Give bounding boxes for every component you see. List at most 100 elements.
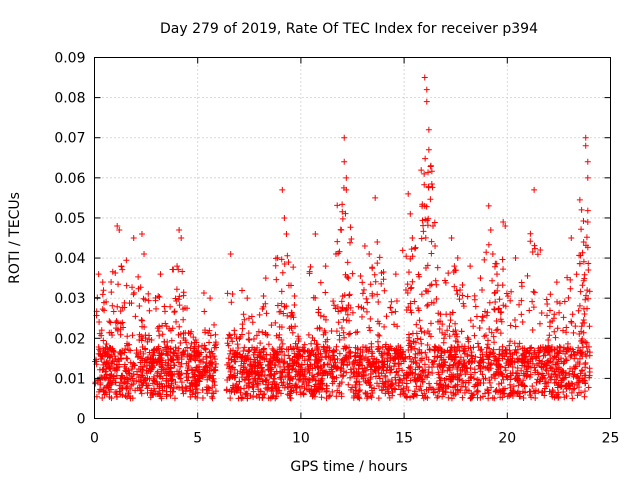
data-point	[318, 354, 325, 361]
data-point	[285, 384, 292, 391]
data-point	[435, 310, 442, 317]
data-point	[516, 301, 523, 308]
data-point	[358, 313, 365, 320]
data-point	[116, 388, 123, 395]
data-point	[561, 358, 568, 365]
data-point	[500, 302, 507, 309]
data-point	[518, 352, 525, 359]
data-point	[326, 354, 333, 361]
data-point	[483, 344, 490, 351]
data-point	[136, 302, 143, 309]
data-point	[352, 384, 359, 391]
data-point	[452, 382, 459, 389]
data-point	[124, 333, 131, 340]
data-point	[359, 279, 366, 286]
data-point	[244, 295, 251, 302]
data-point	[323, 388, 330, 395]
data-point	[541, 380, 548, 387]
data-point	[226, 332, 233, 339]
data-point	[549, 318, 556, 325]
data-point	[392, 380, 399, 387]
data-point	[412, 370, 419, 377]
data-point	[486, 379, 493, 386]
data-point	[569, 395, 576, 402]
data-point	[446, 333, 453, 340]
data-point	[420, 228, 427, 235]
data-point	[183, 385, 190, 392]
data-point	[343, 352, 350, 359]
data-point	[411, 374, 418, 381]
data-point	[343, 344, 350, 351]
data-point	[200, 372, 207, 379]
data-point	[118, 350, 125, 357]
data-point	[271, 361, 278, 368]
data-point	[571, 355, 578, 362]
data-point	[146, 375, 153, 382]
data-point	[402, 287, 409, 294]
data-point	[312, 295, 319, 302]
data-point	[169, 388, 176, 395]
data-point	[343, 174, 350, 181]
data-point	[568, 319, 575, 326]
data-point	[315, 346, 322, 353]
data-point	[498, 370, 505, 377]
data-point	[387, 366, 394, 373]
data-point	[367, 366, 374, 373]
data-point	[586, 323, 593, 330]
data-point	[579, 249, 586, 256]
data-point	[367, 375, 374, 382]
data-point	[405, 337, 412, 344]
data-point	[125, 346, 132, 353]
data-point	[175, 266, 182, 273]
data-point	[367, 315, 374, 322]
data-point	[539, 374, 546, 381]
data-point	[350, 394, 357, 401]
data-point	[320, 369, 327, 376]
data-point	[574, 392, 581, 399]
data-point	[123, 394, 130, 401]
data-point	[295, 336, 302, 343]
data-point	[326, 345, 333, 352]
data-point	[327, 370, 334, 377]
x-tick-label: 0	[90, 431, 99, 447]
data-point	[583, 292, 590, 299]
data-point	[493, 327, 500, 334]
data-point	[529, 248, 536, 255]
data-point	[208, 348, 215, 355]
data-point	[473, 313, 480, 320]
data-point	[296, 348, 303, 355]
data-point	[467, 365, 474, 372]
data-point	[337, 226, 344, 233]
data-point	[227, 395, 234, 402]
data-point	[426, 330, 433, 337]
data-point	[362, 389, 369, 396]
data-point	[185, 374, 192, 381]
data-point	[407, 285, 414, 292]
data-point	[233, 351, 240, 358]
data-point	[458, 328, 465, 335]
data-point	[416, 386, 423, 393]
data-point	[496, 351, 503, 358]
data-point	[482, 375, 489, 382]
data-point	[364, 364, 371, 371]
data-point	[249, 344, 256, 351]
data-point	[403, 380, 410, 387]
data-point	[436, 374, 443, 381]
data-point	[320, 362, 327, 369]
data-point	[255, 351, 262, 358]
data-point	[139, 344, 146, 351]
y-tick-label: 0.09	[54, 51, 85, 67]
data-point	[249, 319, 256, 326]
data-point	[179, 351, 186, 358]
data-point	[491, 395, 498, 402]
data-point	[374, 291, 381, 298]
data-point	[333, 393, 340, 400]
data-point	[209, 361, 216, 368]
data-point	[403, 369, 410, 376]
data-point	[512, 255, 519, 262]
data-point	[486, 353, 493, 360]
data-point	[515, 382, 522, 389]
data-point	[413, 330, 420, 337]
data-point	[575, 384, 582, 391]
data-point	[494, 282, 501, 289]
